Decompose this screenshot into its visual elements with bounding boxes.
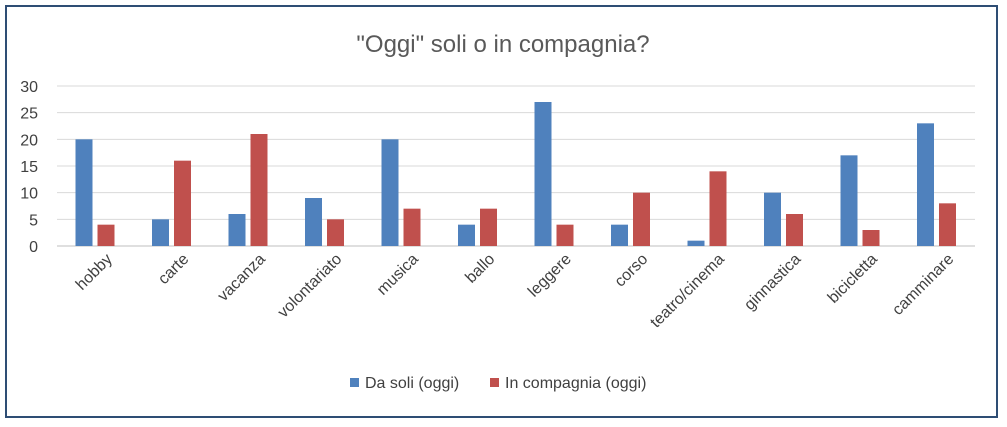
legend-swatch: [490, 378, 499, 387]
bar-da-soli: [228, 214, 246, 246]
y-tick-label: 0: [29, 239, 38, 256]
y-tick-label: 20: [20, 132, 38, 149]
bar-in-compagnia: [939, 203, 956, 246]
x-tick-label: corso: [612, 251, 652, 291]
bar-da-soli: [687, 240, 705, 246]
bar-da-soli: [381, 139, 399, 246]
gridlines: [57, 85, 975, 247]
bar-da-soli: [458, 224, 475, 246]
bar-da-soli: [840, 155, 858, 246]
bar-in-compagnia: [633, 192, 650, 246]
y-tick-label: 25: [20, 106, 38, 123]
y-tick-label: 10: [20, 186, 38, 203]
x-tick-label: ginnastica: [741, 251, 804, 314]
x-tick-label: teatro/cinema: [647, 251, 728, 332]
y-tick-label: 15: [20, 159, 38, 176]
bar-da-soli: [75, 139, 93, 246]
x-tick-label: volontariato: [275, 251, 346, 322]
bar-in-compagnia: [250, 134, 268, 246]
bars: [75, 102, 956, 246]
bar-da-soli: [534, 102, 552, 246]
bar-da-soli: [764, 192, 781, 246]
bar-in-compagnia: [786, 214, 803, 246]
bar-da-soli: [305, 198, 322, 246]
x-tick-label: camminare: [889, 251, 957, 319]
bar-in-compagnia: [556, 224, 574, 246]
y-tick-label: 30: [20, 79, 38, 96]
bar-in-compagnia: [97, 224, 115, 246]
bar-da-soli: [152, 219, 169, 246]
x-tick-label: carte: [155, 251, 192, 288]
x-axis: hobby carte vacanza volontariato musica ballo…: [73, 251, 957, 332]
x-tick-label: ballo: [462, 251, 498, 287]
bar-in-compagnia: [480, 208, 497, 246]
chart-frame: [5, 5, 998, 418]
x-tick-label: hobby: [73, 251, 116, 294]
x-tick-label: leggere: [525, 251, 575, 301]
x-tick-label: bicicletta: [825, 251, 881, 307]
legend-label: In compagnia (oggi): [505, 375, 646, 392]
legend: Da soli (oggi) In compagnia (oggi): [350, 375, 646, 392]
bar-in-compagnia: [862, 230, 880, 246]
bar-in-compagnia: [709, 171, 727, 246]
bar-in-compagnia: [403, 208, 421, 246]
bar-da-soli: [917, 123, 934, 246]
legend-swatch: [350, 378, 359, 387]
y-axis: 0 5 10 15 20 25 30: [20, 79, 38, 256]
x-tick-label: vacanza: [215, 251, 269, 305]
legend-label: Da soli (oggi): [365, 375, 459, 392]
bar-in-compagnia: [174, 160, 191, 246]
bar-da-soli: [611, 224, 628, 246]
x-tick-label: musica: [374, 251, 422, 299]
y-tick-label: 5: [29, 212, 38, 229]
chart-title: "Oggi" soli o in compagnia?: [356, 31, 649, 58]
bar-in-compagnia: [327, 219, 344, 246]
